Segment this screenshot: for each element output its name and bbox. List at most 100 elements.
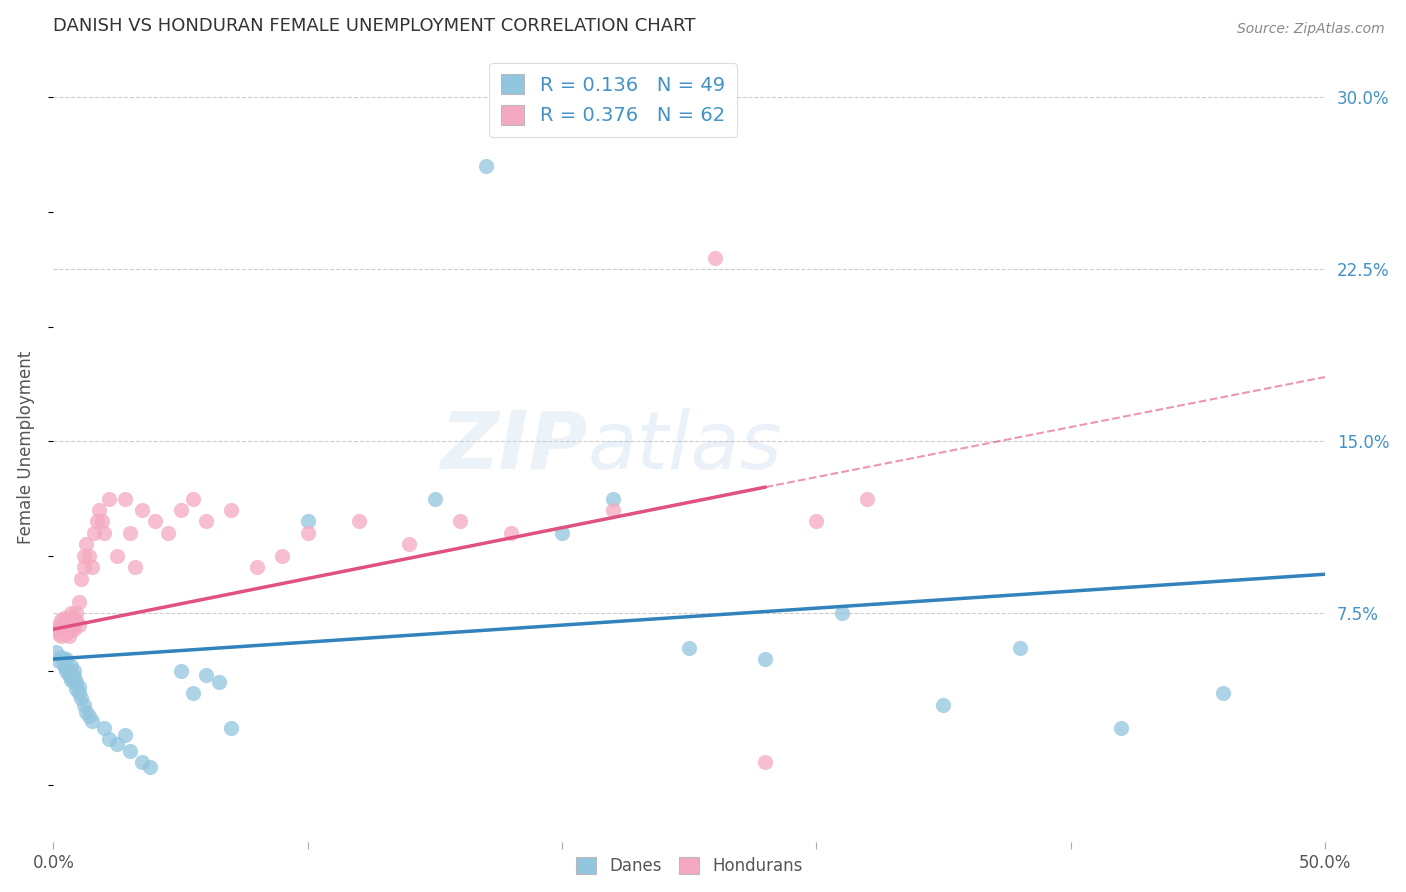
Point — [423, 491, 446, 506]
Point — [181, 491, 204, 506]
Point — [1008, 640, 1031, 655]
Point — [67, 680, 90, 694]
Point — [52, 617, 75, 632]
Point — [449, 515, 471, 529]
Point — [65, 681, 87, 696]
Point — [65, 675, 87, 690]
Point — [932, 698, 955, 712]
Point — [98, 491, 121, 506]
Point — [48, 627, 70, 641]
Point — [60, 606, 83, 620]
Point — [195, 668, 218, 682]
Point — [114, 491, 136, 506]
Point — [347, 515, 370, 529]
Point — [52, 622, 75, 636]
Point — [58, 629, 80, 643]
Point — [62, 611, 84, 625]
Point — [118, 525, 141, 540]
Point — [114, 728, 136, 742]
Point — [221, 721, 243, 735]
Point — [45, 622, 67, 636]
Point — [52, 611, 75, 625]
Point — [48, 654, 70, 668]
Point — [60, 613, 83, 627]
Point — [93, 721, 115, 735]
Point — [65, 613, 87, 627]
Point — [60, 622, 83, 636]
Point — [143, 515, 166, 529]
Point — [60, 659, 83, 673]
Text: ZIP: ZIP — [440, 408, 588, 486]
Point — [678, 640, 700, 655]
Point — [55, 627, 77, 641]
Point — [58, 617, 80, 632]
Point — [58, 668, 80, 682]
Point — [398, 537, 420, 551]
Point — [52, 652, 75, 666]
Point — [90, 515, 112, 529]
Point — [62, 675, 84, 690]
Point — [831, 606, 853, 620]
Point — [45, 645, 67, 659]
Point — [73, 698, 96, 712]
Point — [70, 691, 93, 706]
Point — [70, 572, 93, 586]
Point — [80, 714, 103, 728]
Point — [169, 503, 191, 517]
Point — [169, 664, 191, 678]
Point — [806, 515, 828, 529]
Point — [76, 705, 98, 719]
Point — [76, 537, 98, 551]
Text: atlas: atlas — [588, 408, 782, 486]
Point — [60, 673, 83, 687]
Point — [58, 622, 80, 636]
Text: DANISH VS HONDURAN FEMALE UNEMPLOYMENT CORRELATION CHART: DANISH VS HONDURAN FEMALE UNEMPLOYMENT C… — [53, 17, 696, 35]
Point — [754, 756, 776, 770]
Point — [501, 525, 523, 540]
Point — [602, 491, 624, 506]
Point — [55, 659, 77, 673]
Point — [246, 560, 269, 574]
Point — [73, 560, 96, 574]
Point — [62, 670, 84, 684]
Point — [118, 744, 141, 758]
Point — [703, 251, 725, 265]
Point — [48, 617, 70, 632]
Point — [49, 613, 72, 627]
Text: Source: ZipAtlas.com: Source: ZipAtlas.com — [1237, 22, 1385, 37]
Point — [49, 649, 72, 664]
Point — [602, 503, 624, 517]
Point — [52, 659, 75, 673]
Point — [80, 560, 103, 574]
Point — [195, 515, 218, 529]
Point — [271, 549, 294, 563]
Point — [181, 686, 204, 700]
Point — [1212, 686, 1234, 700]
Point — [98, 732, 121, 747]
Point — [58, 613, 80, 627]
Point — [62, 622, 84, 636]
Point — [221, 503, 243, 517]
Point — [131, 503, 153, 517]
Point — [754, 652, 776, 666]
Legend: Danes, Hondurans: Danes, Hondurans — [569, 850, 808, 881]
Point — [1111, 721, 1133, 735]
Point — [58, 664, 80, 678]
Point — [67, 595, 90, 609]
Point — [93, 525, 115, 540]
Point — [67, 686, 90, 700]
Point — [474, 159, 496, 173]
Point — [89, 503, 111, 517]
Point — [105, 549, 128, 563]
Point — [55, 664, 77, 678]
Point — [49, 629, 72, 643]
Point — [297, 525, 319, 540]
Point — [77, 549, 100, 563]
Point — [55, 613, 77, 627]
Point — [131, 756, 153, 770]
Point — [77, 709, 100, 723]
Point — [86, 515, 108, 529]
Point — [67, 617, 90, 632]
Point — [856, 491, 879, 506]
Point — [62, 617, 84, 632]
